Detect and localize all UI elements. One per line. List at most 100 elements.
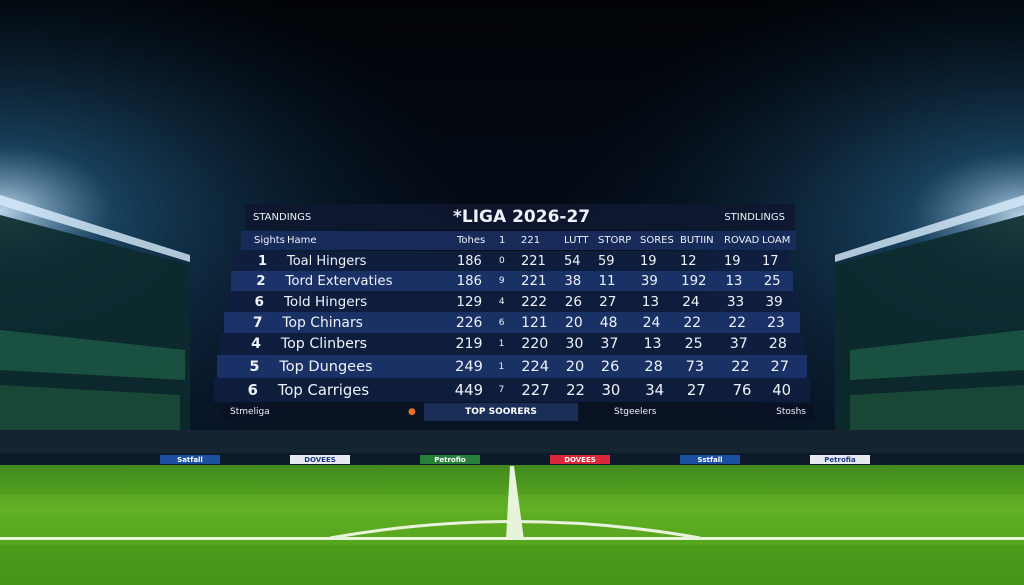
stat-cell: 48: [599, 314, 618, 331]
stat-cell: 1: [498, 361, 505, 372]
standings-row: 5 Top Dungees 249 1 224 20 26 28 73 22 27: [217, 355, 807, 378]
stat-cell: 76: [732, 381, 752, 399]
stat-cell: 11: [598, 273, 616, 289]
stat-cell: 121: [521, 314, 548, 331]
ad-board: Petrofio: [420, 455, 480, 464]
stat-cell: 19: [724, 253, 741, 269]
ad-board: Petrofia: [810, 455, 870, 464]
stat-cell: 449: [454, 381, 483, 399]
stat-cell: 27: [770, 358, 789, 375]
column-header: Tohes: [457, 235, 486, 246]
stat-cell: 24: [642, 314, 661, 331]
standings-row: 6 Top Carriges 449 7 227 22 30 34 27 76 40: [213, 378, 811, 402]
stat-cell: 13: [725, 273, 743, 289]
stat-cell: 2: [256, 273, 266, 289]
column-header-row: Sights Hame Tohes 1 221 LUTT STORP SORES BUTIIN R…: [241, 231, 796, 250]
stat-cell: 129: [456, 293, 483, 310]
stat-cell: 4: [498, 296, 505, 307]
column-header: Sights: [254, 235, 285, 246]
footer-right-b: Stoshs: [776, 407, 806, 417]
stat-cell: 33: [726, 293, 745, 310]
stat-cell: 221: [521, 253, 546, 269]
stat-cell: 192: [681, 273, 707, 289]
stat-cell: 0: [499, 256, 505, 266]
stat-cell: 37: [729, 336, 748, 352]
footer-left: Stmeliga: [230, 407, 270, 417]
stat-cell: 27: [599, 293, 617, 310]
stat-cell: 40: [772, 381, 792, 399]
stat-cell: 37: [600, 336, 619, 352]
board-title: *LIGA 2026-27: [453, 207, 591, 227]
standings-row: 1 Toal Hingers 186 0 221 54 59 19 12 19 17: [234, 251, 790, 271]
stat-cell: 20: [565, 358, 585, 375]
team-name: Top Chinars: [282, 314, 363, 331]
team-name: Top Clinbers: [280, 336, 368, 352]
ad-board: DOVEES: [550, 455, 610, 464]
stat-cell: 220: [521, 336, 549, 352]
stat-cell: 219: [455, 336, 483, 352]
stat-cell: 54: [564, 253, 581, 269]
header-right: STINDLINGS: [724, 211, 785, 223]
stat-cell: 6: [254, 293, 264, 310]
stat-cell: 13: [641, 293, 660, 310]
stat-cell: 30: [601, 381, 621, 399]
stat-cell: 1: [258, 253, 268, 269]
team-name: Tord Extervaties: [285, 273, 393, 289]
stat-cell: 26: [600, 358, 620, 375]
standings-row: 6 Told Hingers 129 4 222 26 27 13 24 33 39: [227, 291, 797, 312]
column-header: SORES: [640, 235, 674, 246]
stat-cell: 38: [564, 273, 582, 289]
column-header: LOAM: [762, 235, 791, 246]
ad-board: Sstfall: [680, 455, 740, 464]
stat-cell: 224: [521, 358, 549, 375]
ad-board: DOVEES: [290, 455, 350, 464]
stat-cell: 5: [249, 358, 260, 375]
column-header: Hame: [287, 235, 317, 246]
column-header: BUTIIN: [680, 235, 714, 246]
stat-cell: 7: [498, 385, 505, 395]
stat-cell: 28: [644, 358, 663, 375]
stat-cell: 28: [768, 336, 787, 352]
stat-cell: 7: [252, 314, 263, 331]
stat-cell: 34: [645, 381, 665, 399]
top-scorers-tab[interactable]: TOP SOORERS: [424, 403, 578, 421]
standings-row: 2 Tord Extervaties 186 9 221 38 11 39 192 13 25: [230, 271, 794, 291]
stat-cell: 24: [682, 293, 700, 310]
stat-cell: 73: [685, 358, 705, 375]
stat-cell: 59: [598, 253, 615, 269]
stat-cell: 227: [521, 381, 550, 399]
stat-cell: 6: [498, 317, 505, 328]
stat-cell: 23: [767, 314, 785, 331]
board-footer: Stmeliga ● TOP SOORERS Stgeelers Stoshs: [222, 403, 814, 421]
stat-cell: 6: [247, 381, 258, 399]
board-header: STANDINGS *LIGA 2026-27 STINDLINGS: [245, 204, 795, 230]
header-left: STANDINGS: [253, 211, 312, 223]
stat-cell: 221: [521, 273, 547, 289]
stat-cell: 25: [684, 336, 703, 352]
stat-cell: 186: [456, 273, 483, 289]
stat-cell: 39: [640, 273, 658, 289]
stat-cell: 19: [640, 253, 657, 269]
stat-cell: 22: [683, 314, 702, 331]
stat-cell: 186: [457, 253, 482, 269]
stat-cell: 222: [521, 293, 548, 310]
stat-cell: 22: [731, 358, 750, 375]
stat-cell: 13: [643, 336, 662, 352]
column-header: LUTT: [564, 235, 589, 246]
stat-cell: 26: [564, 293, 583, 310]
stat-cell: 22: [728, 314, 746, 331]
stat-cell: 25: [763, 273, 781, 289]
stat-cell: 1: [498, 339, 505, 349]
stat-cell: 20: [565, 314, 583, 331]
column-header: 221: [521, 235, 541, 246]
column-header: ROVAD: [724, 235, 760, 246]
stat-cell: 27: [686, 381, 706, 399]
standings-row: 4 Top Clinbers 219 1 220 30 37 13 25 37 28: [220, 333, 804, 355]
stat-cell: 226: [455, 314, 483, 331]
stat-cell: 9: [498, 276, 505, 286]
stat-cell: 17: [762, 253, 779, 269]
stat-cell: 22: [566, 381, 585, 399]
stat-cell: 12: [680, 253, 697, 269]
